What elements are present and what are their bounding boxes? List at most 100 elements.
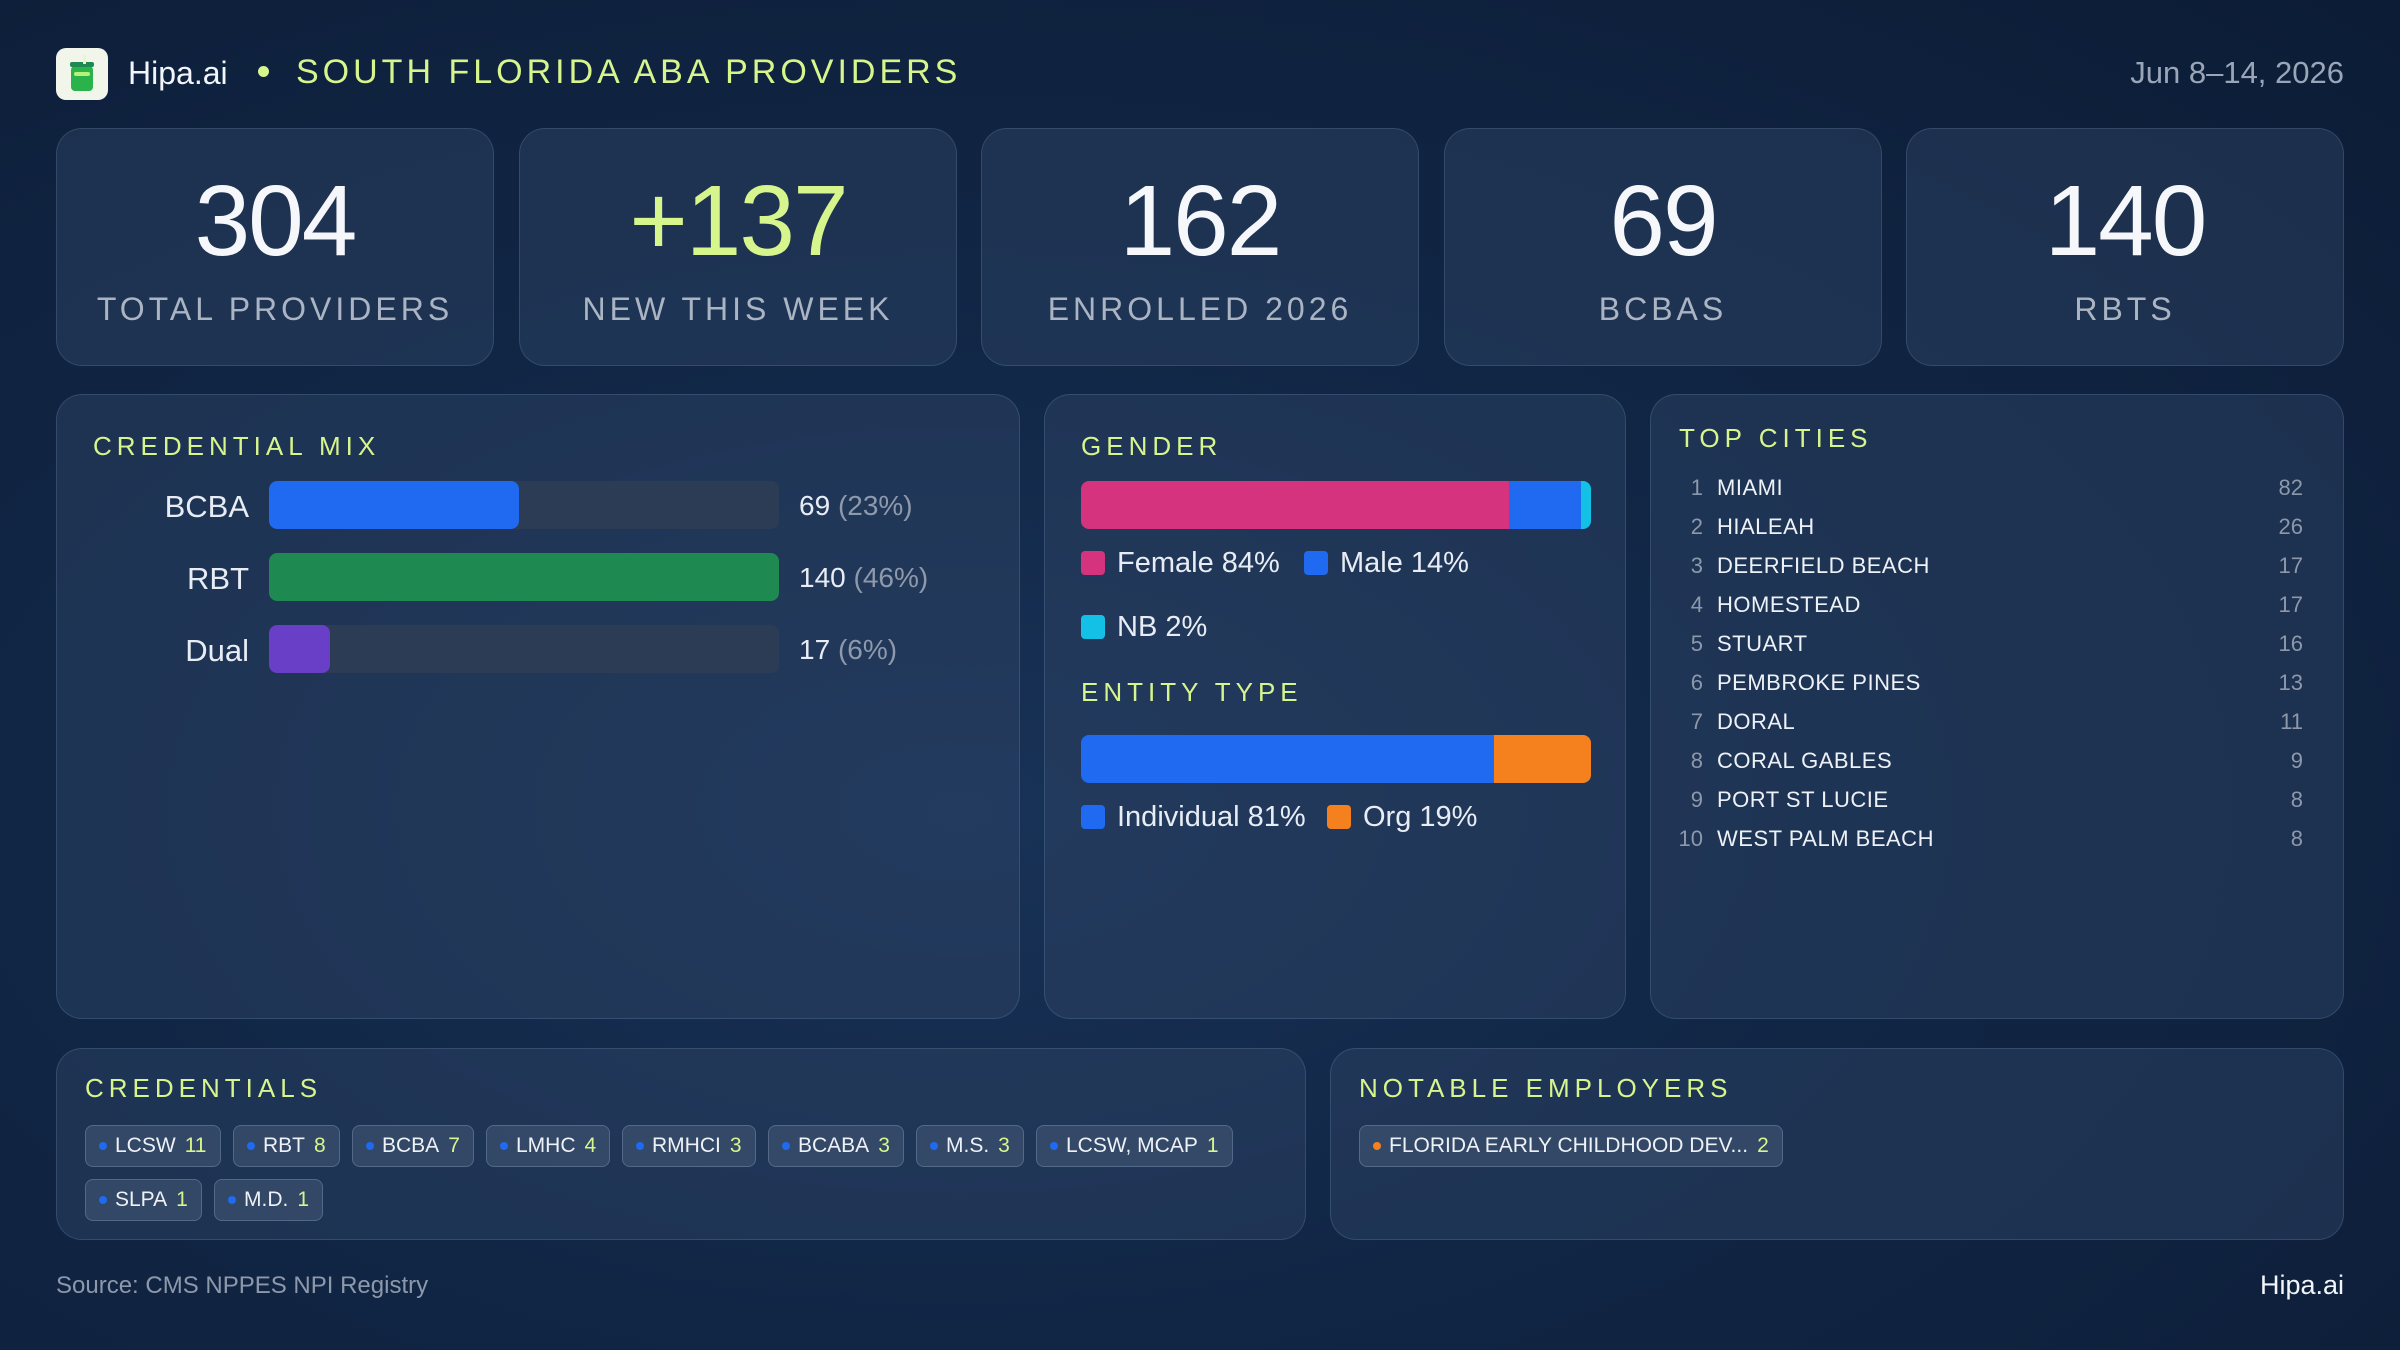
mix-row-label: BCBA	[164, 489, 249, 524]
chip-count: 11	[184, 1134, 207, 1157]
credential-chip: M.S. 3	[916, 1125, 1024, 1167]
stat-card-new-this-week: +137 NEW THIS WEEK	[519, 128, 957, 366]
city-name: PORT ST LUCIE	[1717, 787, 1889, 812]
gender-segment-nb	[1580, 481, 1591, 529]
chip-count: 7	[448, 1134, 460, 1157]
city-count: 9	[2290, 748, 2303, 773]
chip-label: LCSW, MCAP	[1066, 1134, 1198, 1157]
legend-individual: Individual 81%	[1081, 801, 1306, 834]
stat-label: TOTAL PROVIDERS	[96, 291, 454, 327]
city-name: HOMESTEAD	[1717, 592, 1861, 617]
mix-row-label: RBT	[187, 561, 249, 596]
mix-bar-track	[269, 553, 779, 601]
entity-segment-individual	[1081, 735, 1495, 783]
city-row: 6 PEMBROKE PINES 13	[1673, 670, 2303, 700]
city-count: 17	[2278, 553, 2303, 578]
city-row: 1 MIAMI 82	[1673, 475, 2303, 505]
legend-swatch	[1081, 805, 1105, 829]
mix-percent: (46%)	[853, 562, 929, 593]
city-count: 82	[2278, 475, 2303, 500]
chip-count: 8	[314, 1134, 326, 1157]
stat-card-enrolled-2026: 162 ENROLLED 2026	[981, 128, 1419, 366]
brand-name: Hipa.ai	[128, 55, 228, 91]
city-name: STUART	[1717, 631, 1808, 656]
gender-entity-panel: GENDER Female 84% Male 14% NB 2% ENTITY …	[1044, 394, 1626, 1019]
city-name: DORAL	[1717, 709, 1796, 734]
credential-mix-row-bcba: BCBA 69 (23%)	[93, 481, 913, 529]
credential-chip: M.D. 1	[214, 1179, 324, 1221]
chip-label: FLORIDA EARLY CHILDHOOD DEV...	[1389, 1134, 1749, 1157]
stat-label: RBTS	[2074, 291, 2176, 327]
legend-swatch	[1304, 551, 1328, 575]
stat-value: 140	[2044, 165, 2208, 277]
legend-swatch	[1081, 551, 1105, 575]
employers-title: NOTABLE EMPLOYERS	[1359, 1073, 1733, 1103]
legend-label: Female 84%	[1117, 547, 1280, 579]
chip-count: 3	[998, 1134, 1010, 1157]
credentials-panel: CREDENTIALS LCSW 11 RBT 8 BCBA 7 LMHC 4 RMHCI 3 BC…	[56, 1048, 1306, 1240]
city-row: 9 PORT ST LUCIE 8	[1673, 787, 2303, 817]
city-row: 7 DORAL 11	[1673, 709, 2303, 739]
city-name: PEMBROKE PINES	[1717, 670, 1921, 695]
chip-label: LCSW	[115, 1134, 176, 1157]
city-name: MIAMI	[1717, 475, 1784, 500]
stat-card-bcbas: 69 BCBAS	[1444, 128, 1882, 366]
city-rank: 5	[1690, 631, 1703, 656]
chip-count: 4	[584, 1134, 597, 1157]
stat-label: NEW THIS WEEK	[582, 291, 894, 327]
mix-bar-track	[269, 481, 779, 529]
chip-dot	[99, 1196, 107, 1204]
stat-card-rbts: 140 RBTS	[1906, 128, 2344, 366]
chip-count: 1	[297, 1188, 310, 1211]
chip-label: M.D.	[244, 1188, 289, 1211]
credential-mix-row-rbt: RBT 140 (46%)	[93, 553, 928, 601]
entity-segment-org	[1494, 735, 1591, 783]
credential-chip: LMHC 4	[486, 1125, 611, 1167]
employers-panel: NOTABLE EMPLOYERS FLORIDA EARLY CHILDHOO…	[1330, 1048, 2344, 1240]
city-name: WEST PALM BEACH	[1717, 826, 1934, 851]
chip-dot	[1050, 1142, 1058, 1150]
mix-count: 17	[799, 634, 831, 665]
mix-bar-fill	[269, 553, 779, 601]
chip-label: M.S.	[946, 1134, 990, 1157]
legend-nb: NB 2%	[1081, 611, 1207, 644]
chip-count: 1	[176, 1188, 188, 1211]
credential-mix-row-dual: Dual 17 (6%)	[93, 625, 913, 673]
stat-label: BCBAS	[1598, 291, 1728, 327]
stat-label: ENROLLED 2026	[1047, 291, 1353, 327]
city-rank: 9	[1690, 787, 1703, 812]
city-name: HIALEAH	[1717, 514, 1815, 539]
city-name: DEERFIELD BEACH	[1717, 553, 1930, 578]
stat-card-total-providers: 304 TOTAL PROVIDERS	[56, 128, 494, 366]
credential-chip: BCBA 7	[352, 1125, 474, 1167]
mix-count: 140	[799, 562, 846, 593]
chip-label: RBT	[263, 1134, 305, 1157]
chip-label: SLPA	[115, 1188, 168, 1211]
chip-count: 3	[729, 1134, 742, 1157]
legend-org: Org 19%	[1327, 801, 1477, 834]
chip-count: 2	[1757, 1134, 1769, 1157]
legend-female: Female 84%	[1081, 547, 1280, 580]
mix-bar-track	[269, 625, 779, 673]
app-logo	[56, 48, 108, 100]
chip-label: BCABA	[798, 1134, 870, 1157]
stat-value: +137	[629, 165, 848, 277]
employer-chip: FLORIDA EARLY CHILDHOOD DEV... 2	[1359, 1125, 1783, 1167]
city-count: 16	[2278, 631, 2303, 656]
page-title: SOUTH FLORIDA ABA PROVIDERS	[296, 53, 962, 91]
legend-swatch	[1327, 805, 1351, 829]
mix-row-label: Dual	[185, 633, 249, 668]
city-row: 3 DEERFIELD BEACH 17	[1673, 553, 2303, 583]
gender-segment-female	[1081, 481, 1510, 529]
mix-row-value: 17 (6%)	[799, 634, 897, 666]
chip-dot	[636, 1142, 644, 1150]
city-count: 26	[2278, 514, 2303, 539]
mix-bar-fill	[269, 481, 519, 529]
city-count: 11	[2280, 709, 2303, 734]
credential-chip: RMHCI 3	[622, 1125, 756, 1167]
city-rank: 6	[1690, 670, 1703, 695]
city-rank: 10	[1678, 826, 1703, 851]
city-name: CORAL GABLES	[1717, 748, 1893, 773]
credential-chip: SLPA 1	[85, 1179, 202, 1221]
city-row: 4 HOMESTEAD 17	[1673, 592, 2303, 622]
